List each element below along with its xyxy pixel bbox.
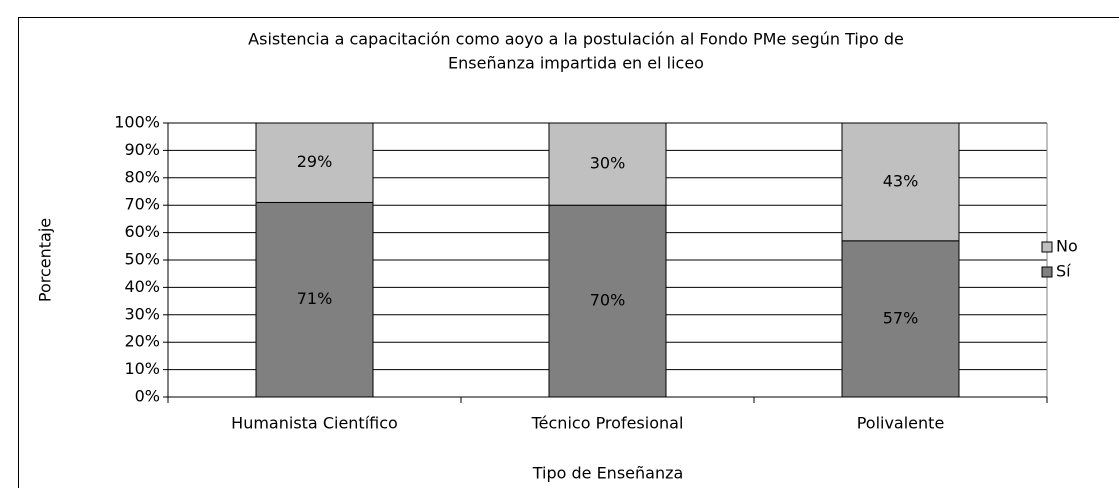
- bar-segment: [548, 204, 667, 398]
- bar-segment: [255, 201, 374, 398]
- data-label: 43%: [883, 171, 919, 190]
- bar-segment: [841, 122, 960, 242]
- legend-label: Sí: [1056, 262, 1071, 281]
- y-tick-label: 90%: [124, 140, 160, 159]
- y-tick-label: 70%: [124, 195, 160, 214]
- data-label: 30%: [590, 154, 626, 173]
- y-tick-label: 60%: [124, 222, 160, 241]
- y-tick-label: 10%: [124, 359, 160, 378]
- y-tick-label: 20%: [124, 332, 160, 351]
- legend-label: No: [1056, 237, 1078, 256]
- data-label: 71%: [297, 289, 333, 308]
- bar-segment: [548, 122, 667, 206]
- legend-swatch: [1041, 266, 1053, 278]
- chart-title: Enseñanza impartida en el liceo: [448, 54, 704, 73]
- x-axis-label: Tipo de Enseñanza: [532, 464, 684, 483]
- x-tick-label: Humanista Científico: [231, 414, 398, 433]
- data-label: 29%: [297, 152, 333, 171]
- y-tick-label: 0%: [135, 387, 160, 406]
- x-tick-label: Técnico Profesional: [531, 414, 684, 433]
- y-tick-label: 40%: [124, 277, 160, 296]
- legend-swatch: [1041, 241, 1053, 253]
- y-tick-label: 30%: [124, 304, 160, 323]
- bar-segment: [841, 240, 960, 398]
- y-tick-label: 50%: [124, 250, 160, 269]
- y-tick-label: 80%: [124, 167, 160, 186]
- y-tick-label: 100%: [114, 113, 160, 132]
- data-label: 70%: [590, 291, 626, 310]
- bar-segment: [255, 122, 374, 203]
- data-label: 57%: [883, 308, 919, 327]
- y-axis-label: Porcentaje: [36, 218, 55, 302]
- chart-title: Asistencia a capacitación como aoyo a la…: [248, 30, 904, 49]
- x-tick-label: Polivalente: [857, 414, 945, 433]
